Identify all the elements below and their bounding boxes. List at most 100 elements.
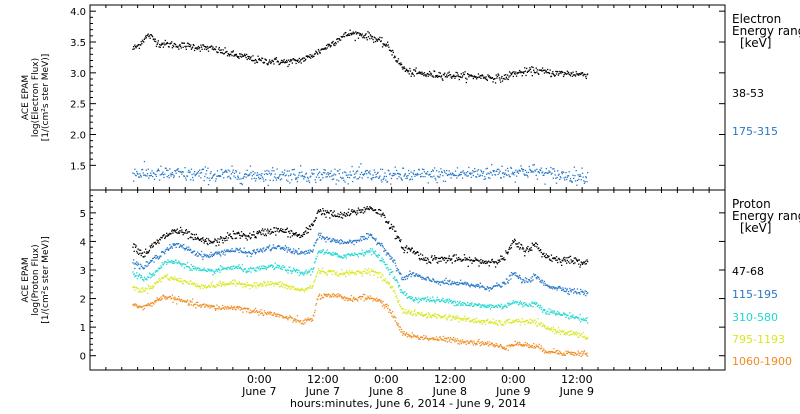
data-point bbox=[320, 249, 322, 252]
data-point bbox=[578, 259, 580, 261]
data-point bbox=[440, 168, 442, 170]
data-point bbox=[418, 169, 420, 171]
data-point bbox=[472, 75, 474, 77]
data-point bbox=[352, 211, 354, 213]
data-point bbox=[401, 66, 403, 68]
data-point bbox=[209, 240, 212, 242]
data-point bbox=[325, 48, 327, 50]
data-point bbox=[276, 264, 278, 266]
data-point bbox=[152, 245, 154, 247]
data-point bbox=[420, 336, 422, 339]
data-point bbox=[202, 258, 204, 261]
data-point bbox=[563, 74, 565, 76]
data-point bbox=[482, 342, 485, 344]
data-point bbox=[524, 323, 526, 325]
data-point bbox=[156, 239, 158, 241]
data-point bbox=[266, 284, 268, 286]
data-point bbox=[487, 345, 490, 347]
data-point bbox=[576, 73, 578, 75]
data-point bbox=[477, 259, 479, 261]
data-point bbox=[343, 179, 345, 181]
data-point bbox=[343, 273, 346, 275]
data-point bbox=[433, 279, 435, 281]
data-point bbox=[199, 305, 201, 307]
data-point bbox=[377, 213, 379, 215]
data-point bbox=[182, 234, 184, 236]
data-point bbox=[218, 241, 220, 243]
data-point bbox=[303, 60, 305, 62]
data-point bbox=[328, 43, 330, 45]
data-point bbox=[449, 74, 452, 76]
data-point bbox=[352, 211, 354, 213]
data-point bbox=[250, 172, 252, 174]
data-point bbox=[464, 174, 466, 176]
data-point bbox=[183, 263, 185, 265]
data-point bbox=[426, 173, 428, 175]
data-point bbox=[541, 280, 544, 282]
data-point bbox=[406, 251, 408, 254]
data-point bbox=[325, 176, 327, 178]
data-point bbox=[385, 45, 387, 47]
data-point bbox=[534, 303, 537, 305]
data-point bbox=[273, 246, 275, 248]
data-point bbox=[373, 238, 375, 240]
data-point bbox=[522, 345, 524, 347]
data-point bbox=[559, 176, 561, 178]
data-point bbox=[470, 259, 473, 261]
data-point bbox=[194, 237, 196, 239]
data-point bbox=[263, 282, 266, 285]
data-point bbox=[314, 179, 316, 181]
data-point bbox=[531, 249, 533, 251]
data-point bbox=[430, 279, 432, 281]
data-point bbox=[505, 283, 507, 285]
data-point bbox=[335, 43, 337, 45]
data-point bbox=[303, 323, 305, 325]
data-point bbox=[500, 324, 502, 326]
data-point bbox=[235, 233, 237, 235]
data-point bbox=[462, 258, 464, 261]
data-point bbox=[378, 242, 380, 244]
data-point bbox=[526, 278, 528, 280]
data-point bbox=[397, 172, 399, 174]
data-point bbox=[263, 180, 265, 182]
data-point bbox=[571, 289, 573, 291]
data-point bbox=[180, 280, 182, 282]
data-point bbox=[387, 41, 389, 43]
data-point bbox=[533, 69, 535, 71]
data-point bbox=[139, 274, 141, 276]
data-point bbox=[500, 255, 502, 257]
data-point bbox=[461, 282, 463, 284]
data-point bbox=[386, 181, 388, 183]
data-point bbox=[507, 304, 509, 306]
data-point bbox=[534, 72, 537, 74]
data-point bbox=[357, 239, 359, 242]
data-point bbox=[234, 53, 236, 56]
data-point bbox=[132, 287, 134, 289]
data-point bbox=[458, 302, 460, 304]
data-point bbox=[508, 344, 511, 346]
data-point bbox=[394, 238, 396, 240]
data-point bbox=[167, 42, 169, 44]
data-point bbox=[377, 242, 379, 244]
data-point bbox=[329, 210, 332, 212]
data-point bbox=[496, 322, 498, 324]
series-proton-795-1193 bbox=[132, 267, 589, 340]
data-point bbox=[290, 270, 292, 272]
data-point bbox=[259, 173, 261, 176]
data-point bbox=[350, 299, 352, 301]
data-point bbox=[201, 269, 203, 271]
data-point bbox=[210, 251, 212, 254]
data-point bbox=[227, 169, 229, 171]
data-point bbox=[313, 315, 315, 317]
data-point bbox=[379, 271, 381, 274]
data-point bbox=[536, 243, 539, 246]
data-point bbox=[505, 305, 507, 307]
data-point bbox=[412, 252, 414, 254]
data-point bbox=[172, 44, 174, 47]
data-point bbox=[280, 266, 283, 268]
data-point bbox=[300, 272, 302, 274]
data-point bbox=[313, 55, 315, 57]
data-point bbox=[321, 270, 323, 273]
data-point bbox=[143, 38, 146, 40]
data-point bbox=[312, 286, 314, 288]
